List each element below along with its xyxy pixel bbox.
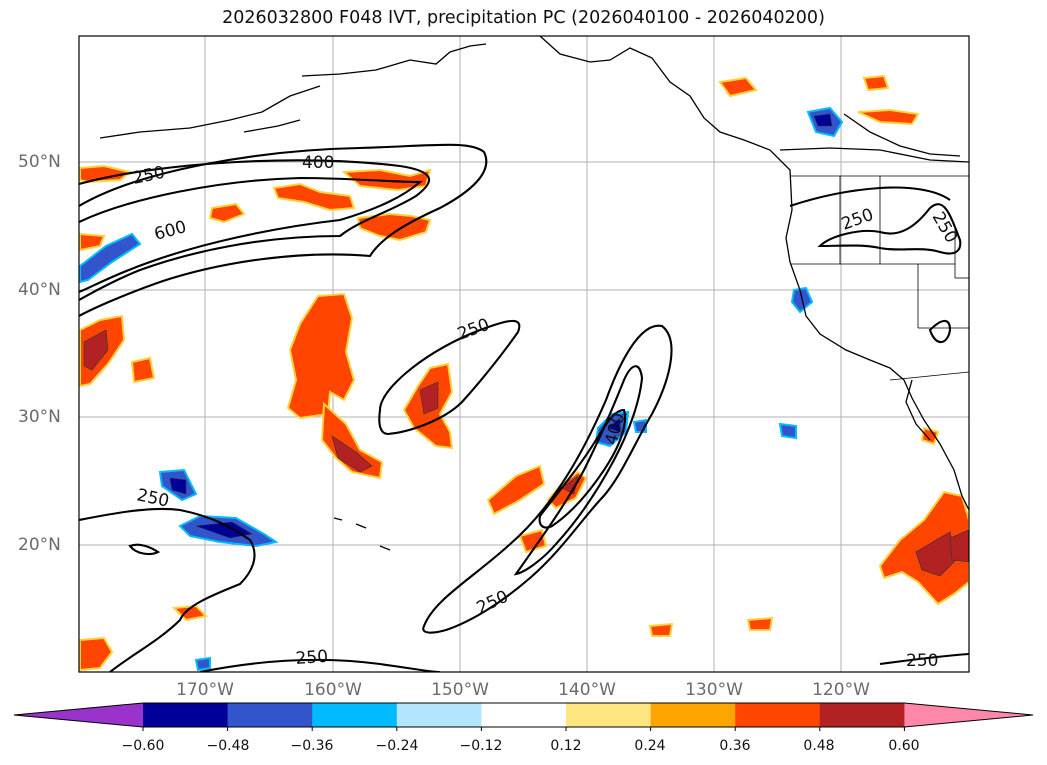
precip-blob [208,202,246,224]
coastlines [99,36,969,551]
contour-label: 250 [295,647,329,669]
colorbar-segment [227,703,313,727]
state-borders [790,175,969,381]
precip-blob [718,76,758,98]
precip-blob [272,182,356,212]
colorbar-segment [396,703,482,727]
colorbar-tick-label: −0.36 [290,738,334,754]
lat-label: 30°N [18,407,61,427]
precip-blob [194,656,211,672]
precip-blob [83,329,109,371]
lon-label: 170°W [176,680,234,700]
precip-blob [607,417,621,433]
precip-blob [79,232,106,252]
colorbar-tick-label: 0.60 [888,738,920,754]
precip-blob [746,616,774,631]
precip-blob [320,401,384,480]
lon-label: 120°W [812,680,870,700]
colorbar-tick-label: −0.48 [206,738,250,754]
colorbar-segment [819,703,905,727]
colorbar-tick-label: −0.12 [459,738,503,754]
precip-blob [648,622,674,637]
precip-blob [130,356,156,384]
colorbar-tick-label: 0.24 [634,738,666,754]
colorbar-tick-label: 0.48 [803,738,835,754]
lat-label: 50°N [18,152,61,172]
precip-blob [79,232,142,284]
precip-blob [920,426,940,446]
lon-label: 160°W [304,680,362,700]
precip-blob [949,529,969,563]
map-frame [78,35,970,673]
colorbar [13,702,1034,731]
contour-label: 250 [906,651,938,671]
precipitation-anomaly-field [79,74,969,672]
map-title: 2026032800 F048 IVT, precipitation PC (2… [222,8,825,28]
ivt-contours [79,143,969,672]
precip-blob [419,381,439,415]
colorbar-segment [566,703,652,727]
lat-label: 40°N [18,280,61,300]
colorbar-extend-max [904,703,1033,727]
lat-label: 20°N [18,535,61,555]
precip-blob [79,636,114,672]
lon-label: 130°W [685,680,743,700]
colorbar-segment [481,703,567,727]
precip-blob [79,164,133,184]
precip-blob [857,108,920,126]
precip-blob [356,212,432,242]
precip-blob [518,528,548,554]
lon-label: 140°W [558,680,616,700]
colorbar-segment [312,703,398,727]
map-background [79,36,969,672]
precip-blob [486,464,546,516]
contour-label: 400 [302,153,334,173]
precip-blob [813,113,833,127]
precip-blob [862,74,890,92]
colorbar-tick-label: −0.24 [375,738,419,754]
colorbar-extend-min [14,703,143,727]
precip-blob [286,292,356,420]
precip-blob [331,435,373,473]
colorbar-tick-label: 0.12 [550,738,582,754]
precip-blob [169,477,187,495]
precip-blob [778,422,797,440]
lon-label: 150°W [431,680,489,700]
colorbar-tick-label: −0.60 [121,738,165,754]
colorbar-segment [735,703,821,727]
colorbar-tick-label: 0.36 [719,738,751,754]
colorbar-segment [143,703,229,727]
colorbar-segment [650,703,736,727]
